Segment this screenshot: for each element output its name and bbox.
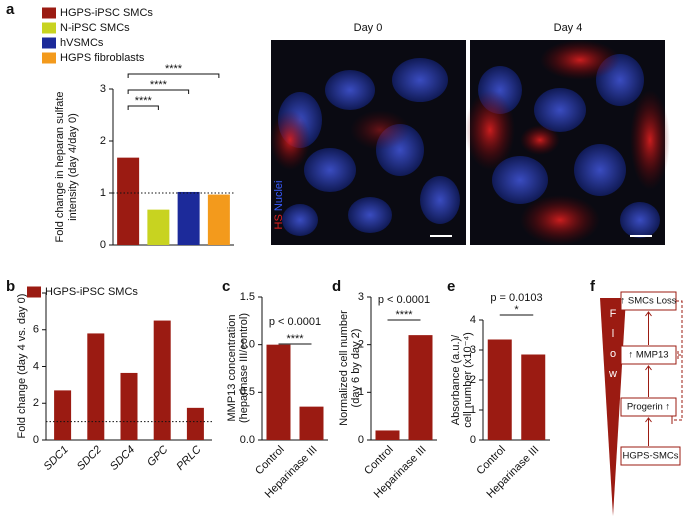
- stain-hs: HS: [273, 214, 285, 229]
- legend-label: hVSMCs: [60, 37, 104, 49]
- bar: [408, 335, 433, 440]
- y-tick-label: 0: [358, 434, 364, 446]
- y-tick-label: 0.5: [240, 386, 255, 398]
- y-tick-label: 3: [358, 291, 364, 303]
- y-tick-label: 1: [470, 404, 476, 416]
- y-tick-label: 2: [358, 339, 364, 351]
- y-axis-label: Normalized cell number: [338, 310, 350, 426]
- diagram-box: ↑ SMCs Loss: [621, 296, 677, 307]
- stain-nuclei: Nuclei: [273, 181, 285, 212]
- y-axis-label: Absorbance (a.u.)/: [450, 334, 462, 425]
- y-tick-label: 4: [33, 360, 39, 372]
- bar: [54, 390, 72, 440]
- y-tick-label: 2: [470, 374, 476, 386]
- micrograph-day4: [465, 40, 670, 245]
- x-tick-label: GPC: [145, 444, 170, 469]
- panel-label: d: [332, 278, 341, 295]
- p-value: p < 0.0001: [378, 294, 430, 306]
- diagram-box: Progerin ↑: [627, 402, 670, 413]
- significance-bracket: [127, 105, 159, 110]
- significance-label: ****: [135, 95, 153, 107]
- panel-label: a: [6, 1, 15, 18]
- flow-letter: w: [608, 368, 617, 380]
- y-tick-label: 0: [100, 239, 106, 251]
- image-title: Day 0: [354, 22, 383, 34]
- y-tick-label: 1: [358, 386, 364, 398]
- bar: [375, 430, 400, 440]
- y-tick-label: 3: [470, 344, 476, 356]
- bar: [153, 320, 171, 440]
- bar: [207, 194, 230, 245]
- bar: [87, 333, 105, 440]
- legend-swatch: [42, 7, 56, 19]
- flow-letter: l: [612, 328, 614, 340]
- y-tick-label: 0.0: [240, 434, 255, 446]
- significance-bracket: [127, 89, 190, 94]
- x-tick-label: SDC1: [42, 444, 71, 473]
- significance-label: ****: [286, 333, 304, 345]
- y-tick-label: 3: [100, 83, 106, 95]
- bar: [120, 372, 138, 440]
- diagram-box: HGPS-SMCs: [623, 451, 679, 462]
- legend-label: HGPS-iPSC SMCs: [60, 7, 153, 19]
- bar: [299, 406, 324, 440]
- bar: [487, 339, 512, 440]
- legend-swatch: [42, 52, 56, 64]
- panel-label: f: [590, 278, 596, 295]
- legend-label: N-iPSC SMCs: [60, 22, 130, 34]
- flow-letter: o: [610, 348, 616, 360]
- p-value: p < 0.0001: [269, 316, 321, 328]
- micrograph-day0: [270, 40, 466, 245]
- significance-label: ****: [150, 79, 168, 91]
- bar: [266, 344, 291, 440]
- y-axis-label: cell number (x10⁻⁴): [462, 332, 474, 428]
- legend-swatch: [27, 286, 41, 298]
- y-axis-label: (heparinase III/control): [238, 313, 250, 423]
- legend-label: HGPS-iPSC SMCs: [45, 286, 138, 298]
- panel-label: b: [6, 278, 15, 295]
- y-tick-label: 2: [33, 397, 39, 409]
- bar: [147, 209, 170, 245]
- panel-label: e: [447, 278, 455, 295]
- significance-label: ****: [395, 309, 413, 321]
- stain-label: HS Nuclei: [273, 181, 285, 230]
- diagram-box: ↑ MMP13: [628, 350, 668, 361]
- x-tick-label: SDC2: [75, 444, 104, 473]
- significance-label: *: [514, 304, 519, 316]
- x-tick-label: SDC4: [108, 444, 137, 473]
- image-title: Day 4: [554, 22, 583, 34]
- y-tick-label: 1: [100, 187, 106, 199]
- y-axis-label: Fold change in heparan sulfate: [54, 91, 66, 242]
- x-tick-label: PRLC: [174, 444, 203, 473]
- y-axis-label: MMP13 concentration: [226, 315, 238, 422]
- y-axis-label: Fold change (day 4 vs. day 0): [16, 294, 28, 439]
- legend-swatch: [42, 37, 56, 49]
- y-tick-label: 0: [33, 434, 39, 446]
- y-tick-label: 1.0: [240, 339, 255, 351]
- y-tick-label: 0: [470, 434, 476, 446]
- y-tick-label: 1.5: [240, 291, 255, 303]
- y-tick-label: 4: [470, 314, 476, 326]
- x-tick-label: Control: [474, 444, 508, 478]
- y-axis-label: (day 6 by day 2): [350, 329, 362, 408]
- bar: [177, 191, 200, 245]
- flow-diagram: F l o w ↑ SMCs Loss ↑ MMP13 Progerin ↑ H…: [600, 291, 683, 516]
- legend-label: HGPS fibroblasts: [60, 52, 145, 64]
- bar: [186, 407, 204, 440]
- significance-bracket: [127, 73, 220, 78]
- p-value: p = 0.0103: [490, 292, 542, 304]
- flow-letter: F: [610, 308, 617, 320]
- significance-label: ****: [165, 63, 183, 75]
- y-axis-label: intensity (day 4/day 0): [67, 113, 79, 221]
- legend-swatch: [42, 22, 56, 34]
- bar: [117, 157, 140, 245]
- panel-label: c: [222, 278, 230, 295]
- y-tick-label: 6: [33, 324, 39, 336]
- bar: [521, 354, 546, 440]
- y-tick-label: 2: [100, 135, 106, 147]
